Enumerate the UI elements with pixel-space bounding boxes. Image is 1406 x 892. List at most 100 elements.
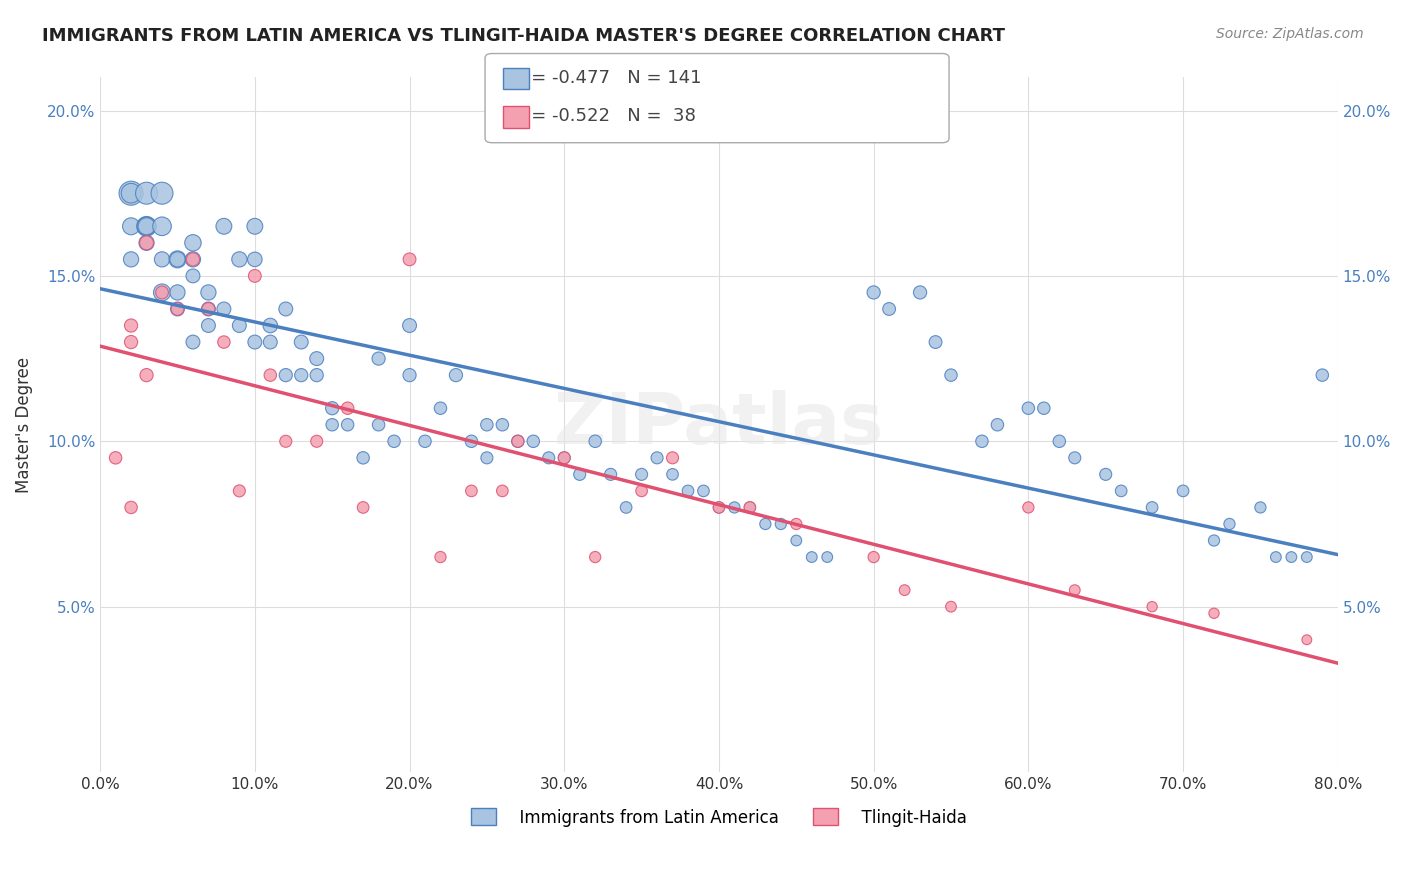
Point (259, 334, 281, 349)
Point (939, 368, 962, 383)
Point (1017, 500, 1039, 515)
Point (135, 235, 157, 250)
Point (661, 467, 683, 482)
Point (181, 252, 204, 267)
Point (150, 186, 173, 201)
Point (738, 500, 761, 515)
Text: R = -0.522   N =  38: R = -0.522 N = 38 (513, 107, 696, 125)
Point (661, 450, 683, 465)
Point (181, 268, 204, 283)
Point (120, 334, 142, 349)
Point (166, 301, 188, 316)
Point (460, 483, 482, 498)
Point (800, 549, 823, 564)
Point (893, 583, 915, 598)
Text: IMMIGRANTS FROM LATIN AMERICA VS TLINGIT-HAIDA MASTER'S DEGREE CORRELATION CHART: IMMIGRANTS FROM LATIN AMERICA VS TLINGIT… (42, 27, 1005, 45)
Point (1279, 549, 1302, 564)
Point (692, 483, 714, 498)
Point (630, 467, 652, 482)
Point (553, 450, 575, 465)
Point (398, 318, 420, 333)
Point (1032, 401, 1054, 416)
Point (321, 417, 343, 432)
Point (522, 434, 544, 449)
Point (150, 219, 173, 234)
Point (1310, 368, 1333, 383)
Point (1063, 450, 1085, 465)
Point (382, 434, 405, 449)
Point (1017, 401, 1039, 416)
Point (352, 500, 374, 515)
Point (259, 368, 281, 383)
Point (506, 434, 529, 449)
Point (181, 235, 204, 250)
Point (398, 368, 420, 383)
Point (197, 301, 219, 316)
Point (274, 301, 297, 316)
Point (1264, 549, 1286, 564)
Point (506, 434, 529, 449)
Point (305, 434, 328, 449)
Point (568, 467, 591, 482)
Point (475, 450, 498, 465)
Point (150, 252, 173, 267)
Point (274, 434, 297, 449)
Point (181, 334, 204, 349)
Point (120, 219, 142, 234)
Text: R = -0.477   N = 141: R = -0.477 N = 141 (513, 69, 702, 87)
Point (877, 301, 900, 316)
Point (754, 516, 776, 531)
Point (367, 351, 389, 366)
Point (305, 351, 328, 366)
Point (166, 285, 188, 300)
Point (243, 334, 266, 349)
Point (460, 434, 482, 449)
Point (630, 483, 652, 498)
Point (908, 285, 931, 300)
Point (769, 516, 792, 531)
Point (120, 186, 142, 201)
Point (243, 252, 266, 267)
Point (491, 483, 513, 498)
Point (1140, 599, 1163, 614)
Point (939, 599, 962, 614)
Point (537, 450, 560, 465)
Point (120, 252, 142, 267)
Point (1094, 467, 1116, 482)
Point (197, 301, 219, 316)
Point (738, 500, 761, 515)
Point (583, 549, 606, 564)
Point (1249, 500, 1271, 515)
Point (150, 285, 173, 300)
Point (104, 450, 127, 465)
Point (305, 368, 328, 383)
Point (166, 252, 188, 267)
Point (150, 285, 173, 300)
Point (212, 219, 235, 234)
Point (413, 434, 436, 449)
Point (352, 450, 374, 465)
Point (986, 417, 1008, 432)
Point (120, 500, 142, 515)
Point (614, 500, 637, 515)
Point (181, 252, 204, 267)
Legend:   Immigrants from Latin America,   Tlingit-Haida: Immigrants from Latin America, Tlingit-H… (464, 802, 973, 833)
Point (259, 318, 281, 333)
Point (1047, 434, 1070, 449)
Point (135, 368, 157, 383)
Point (970, 434, 993, 449)
Point (290, 334, 312, 349)
Point (553, 450, 575, 465)
Point (135, 219, 157, 234)
Point (707, 500, 730, 515)
Point (444, 368, 467, 383)
Point (645, 450, 668, 465)
Point (336, 401, 359, 416)
Point (785, 516, 807, 531)
Point (1171, 483, 1194, 498)
Text: ZIPatlas: ZIPatlas (554, 390, 884, 459)
Point (475, 417, 498, 432)
Point (212, 301, 235, 316)
Point (862, 285, 884, 300)
Point (1140, 500, 1163, 515)
